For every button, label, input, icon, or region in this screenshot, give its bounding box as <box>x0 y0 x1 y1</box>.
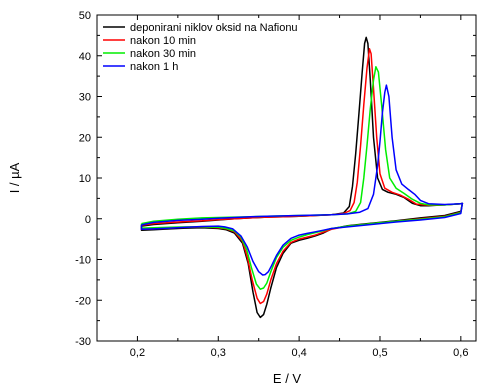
series-line-1 <box>140 36 464 319</box>
y-tick-label: 50 <box>79 10 91 22</box>
x-tick-label: 0,5 <box>372 347 387 359</box>
axes: 0,2 0,3 0,4 0,5 0,6 -30 -20 -10 0 10 20 30 40 50 <box>75 10 476 359</box>
y-tick-label: 0 <box>85 214 91 226</box>
series-line-2 <box>140 48 464 305</box>
x-tick-label: 0,6 <box>453 347 468 359</box>
legend-label-3: nakon 30 min <box>130 48 196 60</box>
y-tick-label: 40 <box>79 51 91 63</box>
series-line-4 <box>140 84 464 276</box>
legend: deponirani niklov oksid na Nafionunakon … <box>103 22 298 73</box>
y-tick-label: -10 <box>75 255 91 267</box>
x-tick-label: 0,2 <box>130 347 145 359</box>
series-line-3 <box>140 66 464 290</box>
legend-label-4: nakon 1 h <box>130 61 178 73</box>
y-axis-title: I / µA <box>7 162 22 193</box>
y-tick-label: 10 <box>79 173 91 185</box>
legend-label-2: nakon 10 min <box>130 35 196 47</box>
y-tick-label: -30 <box>75 336 91 348</box>
y-tick-label: 20 <box>79 132 91 144</box>
x-axis-title: E / V <box>273 371 302 386</box>
x-tick-label: 0,3 <box>211 347 226 359</box>
y-tick-label: 30 <box>79 92 91 104</box>
legend-label-1: deponirani niklov oksid na Nafionu <box>130 22 298 34</box>
y-tick-label: -20 <box>75 295 91 307</box>
x-tick-label: 0,4 <box>291 347 306 359</box>
series-curves <box>140 36 464 319</box>
